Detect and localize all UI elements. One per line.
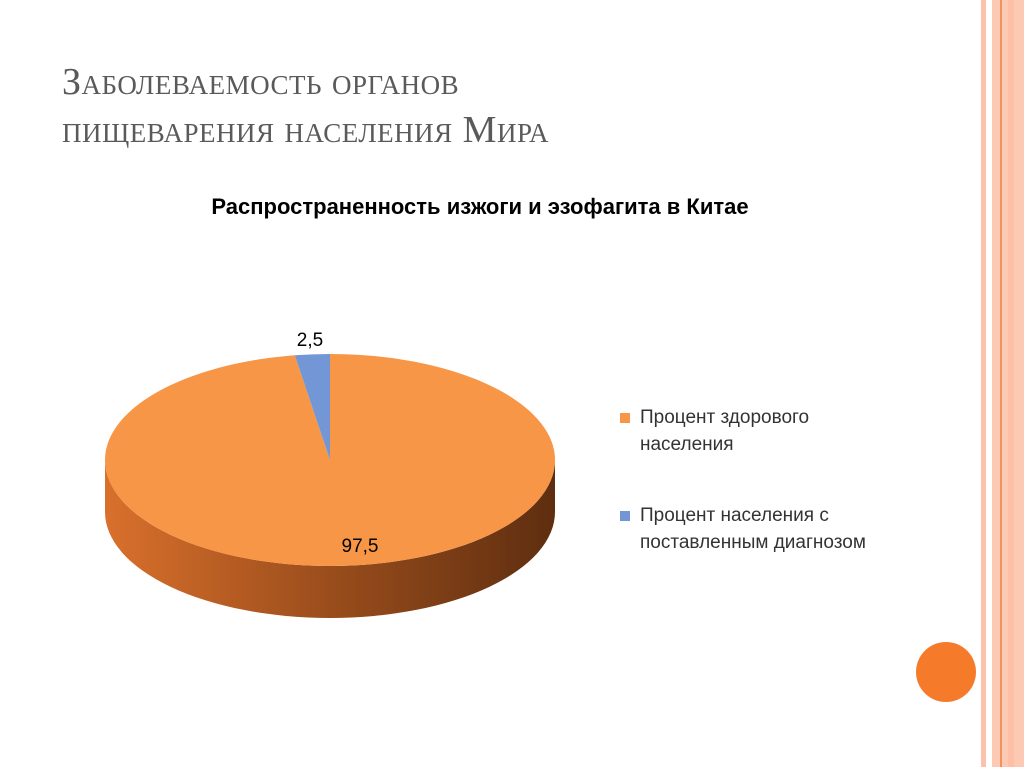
title-line-2: пищеварения населения Мира bbox=[62, 109, 550, 151]
pie-slice-diagnosed bbox=[294, 354, 330, 460]
legend-item-diagnosed: Процент населения с поставленным диагноз… bbox=[620, 502, 890, 556]
border-stripe bbox=[1000, 0, 1002, 767]
legend-swatch-diagnosed bbox=[620, 511, 630, 521]
chart-title: Распространенность изжоги и эзофагита в … bbox=[211, 194, 749, 219]
decorative-circle bbox=[916, 642, 976, 702]
border-stripe bbox=[1008, 0, 1014, 767]
data-label-diagnosed: 2,5 bbox=[297, 330, 323, 351]
legend-label: Процент населения с поставленным диагноз… bbox=[640, 505, 866, 553]
border-stripe bbox=[981, 0, 986, 767]
legend-label: Процент здорового населения bbox=[640, 407, 810, 455]
slide-title: Заболеваемость органов пищеварения насел… bbox=[62, 58, 549, 154]
legend-swatch-healthy bbox=[620, 413, 630, 423]
data-label-healthy: 97,5 bbox=[342, 536, 379, 557]
title-line-1: Заболеваемость органов bbox=[62, 61, 460, 103]
pie-side bbox=[105, 460, 555, 618]
pie-slice-healthy bbox=[104, 354, 555, 566]
legend-item-healthy: Процент здорового населения bbox=[620, 404, 890, 458]
